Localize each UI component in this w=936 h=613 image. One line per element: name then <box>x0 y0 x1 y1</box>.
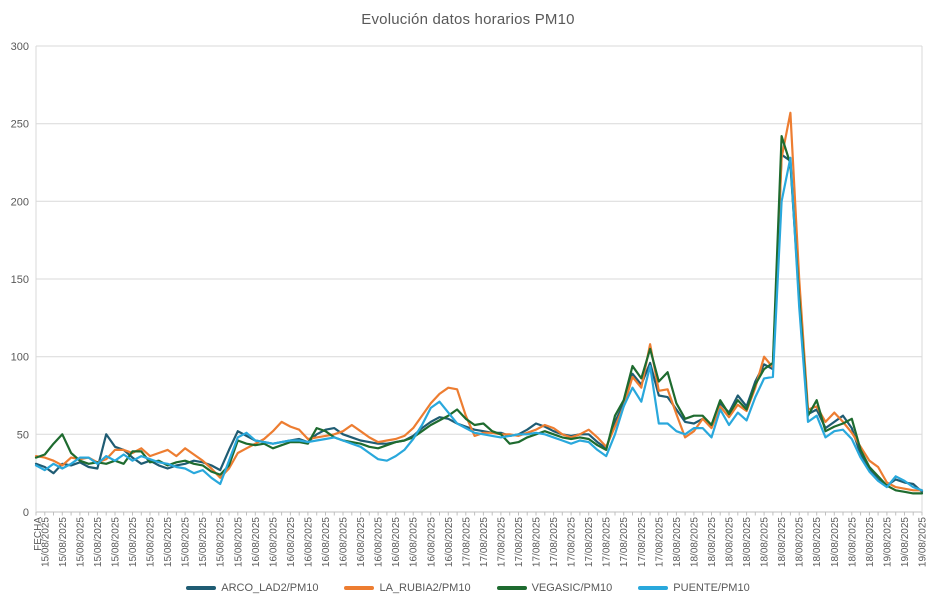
y-axis-label: 250 <box>11 119 29 131</box>
x-axis-label: 17/08/2025 <box>602 517 613 567</box>
x-axis-label: 19/08/2025 <box>918 517 929 567</box>
legend-label: ARCO_LAD2/PM10 <box>221 582 319 594</box>
x-axis-label: 18/08/2025 <box>847 517 858 567</box>
x-axis-label: 17/08/2025 <box>479 517 490 567</box>
series-line-arco-lad2-pm10[interactable] <box>34 153 924 493</box>
x-axis-label: 17/08/2025 <box>549 517 560 567</box>
x-axis-label: 18/08/2025 <box>865 517 876 567</box>
x-axis-label: 15/08/2025 <box>111 517 122 567</box>
legend-line-swatch <box>344 586 375 590</box>
x-axis-label: 19/08/2025 <box>882 517 893 567</box>
legend-item-la-rubia2[interactable]: LA_RUBIA2/PM10 <box>344 582 471 594</box>
legend-item-arco-lad2[interactable]: ARCO_LAD2/PM10 <box>186 582 318 594</box>
x-axis-label: 17/08/2025 <box>567 517 578 567</box>
x-axis-label: 18/08/2025 <box>742 517 753 567</box>
x-axis-label: 16/08/2025 <box>251 517 262 567</box>
x-axis-label: 17/08/2025 <box>619 517 630 567</box>
x-axis-label: 15/08/2025 <box>163 517 174 567</box>
y-axis-label: 0 <box>23 507 29 519</box>
x-axis-label: 15/08/2025 <box>93 517 104 567</box>
series-line-vegasic-pm10[interactable] <box>34 135 924 495</box>
x-axis-label: 15/08/2025 <box>75 517 86 567</box>
x-axis-label: 18/08/2025 <box>689 517 700 567</box>
x-axis-label: 18/08/2025 <box>795 517 806 567</box>
legend-item-puente[interactable]: PUENTE/PM10 <box>638 582 750 594</box>
x-axis-label: 15/08/2025 <box>233 517 244 567</box>
x-axis-label: 18/08/2025 <box>707 517 718 567</box>
x-axis-label: 18/08/2025 <box>830 517 841 567</box>
y-axis-label: 50 <box>17 429 29 441</box>
x-axis-label: 16/08/2025 <box>339 517 350 567</box>
x-axis-label: 16/08/2025 <box>409 517 420 567</box>
y-axis-label: 200 <box>11 196 29 208</box>
chart-legend: ARCO_LAD2/PM10 LA_RUBIA2/PM10 VEGASIC/PM… <box>0 582 936 594</box>
x-axis-label: 18/08/2025 <box>725 517 736 567</box>
x-axis-label: 17/08/2025 <box>654 517 665 567</box>
x-axis-label: 17/08/2025 <box>461 517 472 567</box>
x-axis-label: 16/08/2025 <box>374 517 385 567</box>
legend-line-swatch <box>186 586 217 590</box>
x-axis-label: 17/08/2025 <box>637 517 648 567</box>
x-axis-label: 18/08/2025 <box>672 517 683 567</box>
x-axis-label: 15/08/2025 <box>216 517 227 567</box>
x-axis-label: 15/08/2025 <box>58 517 69 567</box>
x-axis-label: 16/08/2025 <box>426 517 437 567</box>
x-axis-label: 16/08/2025 <box>303 517 314 567</box>
x-axis-label: 15/08/2025 <box>198 517 209 567</box>
x-axis-label: 15/08/2025 <box>128 517 139 567</box>
x-axis-label: 17/08/2025 <box>496 517 507 567</box>
y-axis-label: 300 <box>11 41 29 53</box>
x-axis-label: 16/08/2025 <box>391 517 402 567</box>
x-axis-label: 17/08/2025 <box>532 517 543 567</box>
legend-line-swatch <box>638 586 669 590</box>
x-axis-label: 18/08/2025 <box>777 517 788 567</box>
legend-label: LA_RUBIA2/PM10 <box>379 582 471 594</box>
x-axis-label: 15/08/2025 <box>40 517 51 567</box>
y-axis-label: 150 <box>11 274 29 286</box>
legend-label: PUENTE/PM10 <box>673 582 750 594</box>
x-axis-label: 17/08/2025 <box>584 517 595 567</box>
x-axis-label: 19/08/2025 <box>900 517 911 567</box>
x-axis-label: 16/08/2025 <box>321 517 332 567</box>
x-axis-label: 18/08/2025 <box>760 517 771 567</box>
x-axis-label: 15/08/2025 <box>146 517 157 567</box>
chart-title[interactable]: Evolución datos horarios PM10 <box>361 11 575 28</box>
x-axis-title: FECHA <box>33 517 44 551</box>
x-axis-label: 16/08/2025 <box>268 517 279 567</box>
series-line-puente-pm10[interactable] <box>34 156 924 492</box>
legend-label: VEGASIC/PM10 <box>531 582 613 594</box>
legend-line-swatch <box>496 586 527 590</box>
x-axis-label: 16/08/2025 <box>356 517 367 567</box>
x-axis-label: 15/08/2025 <box>181 517 192 567</box>
legend-item-vegasic[interactable]: VEGASIC/PM10 <box>496 582 613 594</box>
x-axis-label: 17/08/2025 <box>514 517 525 567</box>
y-axis-label: 100 <box>11 352 29 364</box>
x-axis-label: 16/08/2025 <box>286 517 297 567</box>
x-axis-label: 18/08/2025 <box>812 517 823 567</box>
x-axis-label: 16/08/2025 <box>444 517 455 567</box>
